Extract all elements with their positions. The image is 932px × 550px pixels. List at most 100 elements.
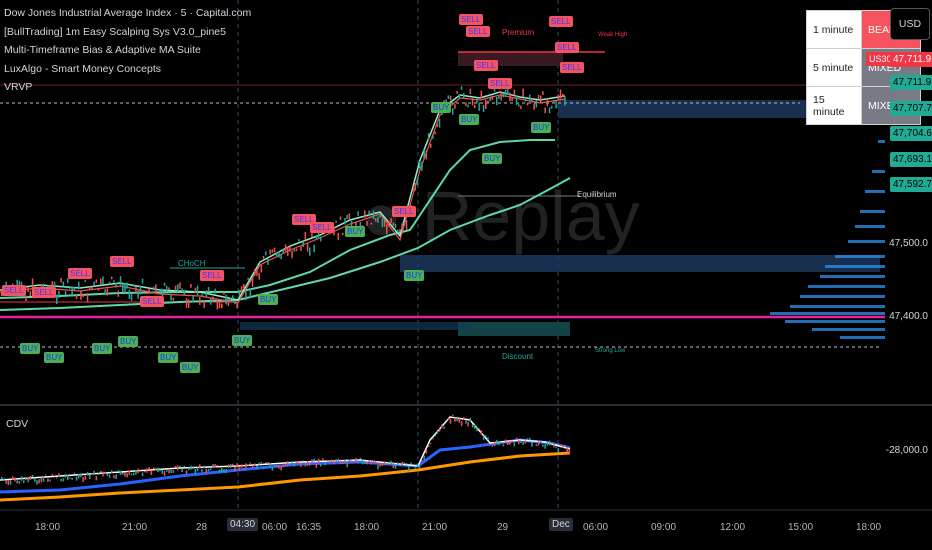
cdv-candle (1, 476, 3, 480)
cdv-candle (36, 480, 38, 485)
cdv-candle (306, 460, 309, 466)
candle (498, 95, 500, 100)
candle (273, 247, 276, 253)
cdv-candle (436, 431, 439, 434)
candle (520, 105, 522, 109)
candle (205, 290, 208, 297)
legend-indicator-mtf-bias[interactable]: Multi-Timeframe Bias & Adaptive MA Suite (4, 44, 201, 56)
cdv-candle (3, 478, 5, 480)
cdv-candle (86, 472, 89, 476)
cdv-candle (190, 465, 192, 470)
candle (342, 232, 344, 236)
cdv-candle (161, 469, 164, 474)
legend-indicator-vrvp[interactable]: VRVP (4, 81, 33, 93)
cdv-candle (335, 459, 337, 462)
candle (355, 221, 357, 230)
candle (423, 149, 425, 159)
candle (113, 280, 115, 283)
candle (535, 100, 538, 108)
cdv-candle (91, 473, 93, 475)
cdv-candle (29, 475, 32, 480)
candle (350, 220, 353, 229)
buy-signal: BUY (158, 352, 179, 363)
candle (496, 96, 498, 106)
price-tag: 47,707.7 (890, 101, 932, 116)
cdv-candle (432, 437, 434, 440)
cdv-candle (328, 460, 331, 464)
candle (282, 249, 285, 254)
buy-signal: BUY (459, 114, 480, 125)
cdv-candle (295, 461, 298, 464)
candle (188, 299, 190, 308)
candle (463, 92, 465, 99)
candle (278, 251, 280, 258)
candle (117, 290, 120, 297)
candle (465, 102, 467, 107)
cdv-candle (106, 473, 109, 477)
currency-button[interactable]: USD (890, 8, 930, 40)
candle (529, 94, 531, 102)
candle (238, 289, 241, 296)
cdv-pane-label[interactable]: CDV (6, 418, 29, 430)
candle (29, 291, 32, 297)
price-tag: 47,711.9 (890, 75, 932, 90)
cdv-orange-line (0, 451, 571, 502)
candle (141, 278, 144, 284)
cdv-candle (232, 463, 234, 467)
candle (381, 218, 384, 228)
candle (386, 224, 388, 235)
candle (300, 246, 302, 251)
cdv-candle (326, 459, 329, 462)
cdv-candle (221, 468, 223, 472)
candle (366, 221, 368, 226)
candle (309, 247, 311, 256)
sell-signal: SELL (459, 14, 483, 25)
cdv-candle (511, 440, 513, 443)
candle (58, 290, 60, 298)
legend-symbol[interactable]: Dow Jones Industrial Average Index · 5 ·… (4, 7, 252, 19)
candle (416, 177, 419, 186)
supply-zone-2 (558, 100, 888, 118)
cdv-candle (405, 463, 408, 465)
candle (271, 249, 274, 253)
buy-signal: BUY (531, 122, 552, 133)
cdv-candle (557, 448, 560, 453)
cdv-candle (412, 465, 414, 468)
candle (500, 92, 502, 101)
cdv-candle (249, 462, 252, 464)
cdv-candle (342, 462, 344, 464)
cdv-candle (381, 462, 384, 466)
candle (201, 293, 203, 297)
cdv-candle (355, 458, 357, 462)
candle (304, 231, 307, 241)
candle (438, 119, 441, 128)
cdv-candle (212, 463, 214, 469)
legend-indicator-luxalgo[interactable]: LuxAlgo - Smart Money Concepts (4, 62, 161, 75)
cdv-candle (337, 458, 340, 462)
sell-signal: SELL (560, 62, 584, 73)
time-axis-label: 18:00 (856, 522, 882, 533)
cdv-candle (25, 478, 27, 480)
candle (108, 281, 111, 285)
candle (511, 97, 513, 102)
cdv-candle (471, 424, 474, 428)
candle (20, 281, 23, 288)
cdv-candle (493, 442, 496, 447)
candle (124, 282, 126, 293)
candle (370, 222, 373, 225)
candle (447, 95, 450, 99)
candle (295, 248, 298, 252)
cdv-candle (179, 465, 181, 468)
cdv-candle (207, 468, 210, 472)
cdv-candle (553, 443, 555, 448)
cdv-candle (192, 467, 194, 469)
cdv-candle (201, 469, 203, 473)
candle (75, 294, 78, 299)
sell-signal: SELL (292, 214, 316, 225)
equilibrium-label: Equilibrium (577, 190, 617, 199)
legend-indicator-bulltrading[interactable]: [BullTrading] 1m Easy Scalping Sys V3.0_… (4, 25, 226, 38)
cdv-candle (82, 477, 84, 482)
cdv-candle (353, 460, 355, 463)
cdv-candle (535, 444, 538, 447)
